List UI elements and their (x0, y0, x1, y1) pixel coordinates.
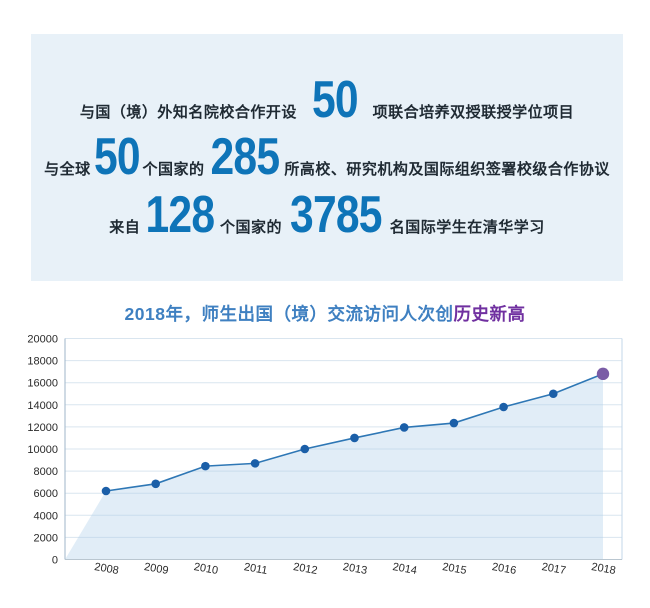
y-axis-label: 20000 (27, 334, 58, 346)
data-point (250, 459, 260, 468)
stats-panel: 与国（境）外知名院校合作开设 50 项联合培养双授联授学位项目 与全球 50 个… (31, 34, 623, 281)
data-point-highlight (596, 367, 610, 381)
y-axis-label: 10000 (27, 444, 58, 456)
y-axis-label: 16000 (27, 378, 58, 390)
data-point (151, 479, 160, 489)
stat-text: 与国（境）外知名院校合作开设 (79, 104, 297, 122)
stat-text: 项联合培养双授联授学位项目 (372, 104, 575, 122)
data-point (499, 402, 508, 412)
data-point (101, 486, 111, 496)
stat-row-joint-programs: 与国（境）外知名院校合作开设 50 项联合培养双授联授学位项目 (79, 71, 575, 130)
x-axis-label: 2015 (441, 561, 467, 577)
chart-title: 2018年，师生出国（境）交流访问人次创历史新高 (0, 301, 650, 326)
data-point (449, 418, 459, 428)
data-point (350, 433, 359, 443)
data-point (201, 461, 210, 471)
y-axis-label: 6000 (34, 488, 58, 500)
y-axis-label: 0 (52, 555, 58, 567)
x-axis-label: 2016 (491, 561, 517, 577)
data-point (300, 444, 310, 454)
chart-title-highlight: 历史新高 (453, 304, 526, 324)
line-chart: 0 2000 4000 6000 8000 10000 12000 14000 16000 180… (0, 330, 650, 608)
x-axis-label: 2014 (392, 561, 418, 577)
x-axis-label: 2011 (243, 561, 268, 577)
x-axis-label: 2010 (193, 561, 219, 577)
area-fill (65, 373, 603, 560)
x-axis-label: 2012 (292, 561, 318, 577)
stat-text: 所高校、研究机构及国际组织签署校级合作协议 (284, 161, 610, 179)
stat-text: 来自 (109, 218, 141, 236)
stat-big-number: 50 (311, 71, 359, 130)
stat-row-international-students: 来自 128 个国家的 3785 名国际学生在清华学习 (109, 185, 545, 244)
y-axis-label: 18000 (27, 356, 58, 368)
stat-text: 个国家的 (142, 161, 205, 179)
x-axis-label: 2008 (93, 561, 119, 577)
y-axis-label: 4000 (34, 510, 58, 522)
data-point (399, 423, 409, 432)
stat-text: 与全球 (44, 161, 91, 179)
stat-big-number: 128 (145, 185, 216, 244)
stat-text: 个国家的 (220, 218, 283, 236)
x-axis-label: 2018 (590, 561, 616, 577)
stat-big-number: 50 (93, 128, 141, 187)
x-axis-label: 2009 (143, 561, 169, 577)
line-chart-svg: 0 2000 4000 6000 8000 10000 12000 14000 16000 180… (27, 334, 623, 577)
stat-row-partnerships: 与全球 50 个国家的 285 所高校、研究机构及国际组织签署校级合作协议 (44, 128, 610, 187)
stat-big-number: 285 (210, 128, 280, 187)
x-axis-label: 2013 (342, 561, 368, 577)
chart-title-main: 2018年，师生出国（境）交流访问人次创 (124, 304, 454, 324)
stat-big-number: 3785 (290, 185, 382, 244)
y-axis-label: 14000 (27, 400, 58, 412)
stat-text: 名国际学生在清华学习 (389, 218, 545, 236)
x-axis-label: 2017 (541, 561, 567, 577)
data-point (549, 389, 558, 399)
y-axis-label: 2000 (34, 532, 58, 544)
y-axis-label: 12000 (27, 422, 58, 434)
y-axis-label: 8000 (34, 466, 58, 478)
